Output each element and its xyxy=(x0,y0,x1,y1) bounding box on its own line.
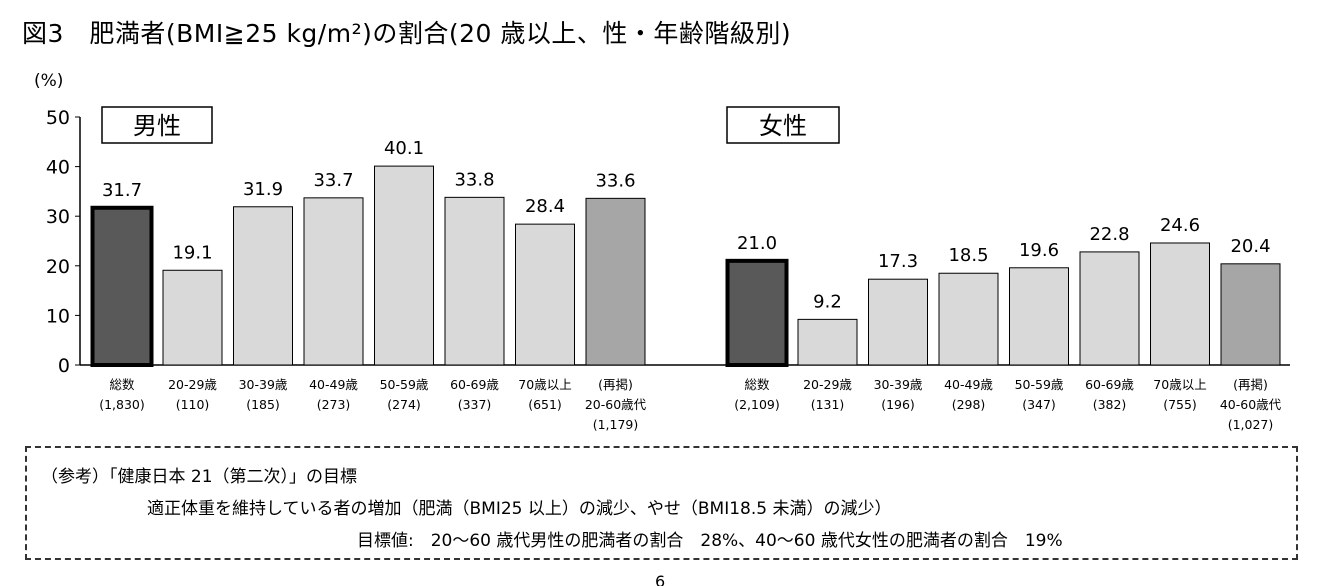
category-label: (382) xyxy=(1093,397,1127,412)
note-line-2: 適正体重を維持している者の増加（肥満（BMI25 以上）の減少、やせ（BMI18… xyxy=(147,499,892,519)
category-label: 20-60歳代 xyxy=(585,397,647,412)
category-label: 総数 xyxy=(109,377,135,392)
bar xyxy=(515,223,575,366)
note-line-3: 目標値: 20～60 歳代男性の肥満者の割合 28%、40～60 歳代女性の肥満… xyxy=(357,531,1063,551)
category-label: 50-59歳 xyxy=(380,377,429,392)
bar xyxy=(797,318,858,366)
bar xyxy=(868,278,928,366)
data-label: 33.8 xyxy=(454,169,494,190)
category-label: (1,179) xyxy=(593,417,639,432)
category-label: 30-39歳 xyxy=(874,377,923,392)
category-label: 30-39歳 xyxy=(239,377,288,392)
bar xyxy=(1220,263,1281,366)
category-label: 70歳以上 xyxy=(1153,377,1206,392)
reference-note-box: （参考）「健康日本 21（第二次）」の目標 適正体重を維持している者の増加（肥満… xyxy=(25,446,1298,560)
y-tick-label: 10 xyxy=(46,305,70,327)
data-label: 20.4 xyxy=(1230,236,1270,257)
bar xyxy=(374,165,434,366)
category-label: (273) xyxy=(317,397,351,412)
bar xyxy=(303,197,364,366)
bar xyxy=(233,206,293,366)
bar xyxy=(1079,251,1140,366)
bar xyxy=(585,197,646,366)
bar xyxy=(444,196,505,366)
category-label: 40-49歳 xyxy=(309,377,358,392)
bar xyxy=(725,258,789,367)
data-label: 22.8 xyxy=(1089,224,1129,245)
y-axis-label: (%) xyxy=(34,71,63,91)
category-label: 60-69歳 xyxy=(450,377,499,392)
category-label: (131) xyxy=(811,397,845,412)
category-label: (1,027) xyxy=(1228,417,1274,432)
bar xyxy=(938,272,999,366)
data-label: 19.1 xyxy=(172,242,212,263)
category-label: (再掲) xyxy=(598,377,633,392)
data-label: 28.4 xyxy=(525,196,565,217)
panel-label: 男性 xyxy=(133,112,181,140)
data-label: 19.6 xyxy=(1019,240,1059,261)
category-label: (1,830) xyxy=(99,397,145,412)
y-tick-label: 30 xyxy=(46,206,70,228)
chart-title: 図3 肥満者(BMI≧25 kg/m²)の割合(20 歳以上、性・年齢階級別) xyxy=(22,19,792,48)
y-tick-label: 0 xyxy=(58,355,70,377)
panel-label-box xyxy=(101,106,213,144)
bar-chart: (%) 0 10 20 30 40 50 男性 31.7 総数 (1,830) 19.1 20-29歳 (… xyxy=(34,71,1290,432)
category-label: 20-29歳 xyxy=(803,377,852,392)
category-label: (274) xyxy=(387,397,421,412)
bar xyxy=(1009,267,1069,366)
page-number: 6 xyxy=(655,572,666,586)
category-label: 60-69歳 xyxy=(1085,377,1134,392)
category-label: 40-49歳 xyxy=(944,377,993,392)
y-tick-label: 40 xyxy=(46,157,70,179)
note-line-1: （参考）「健康日本 21（第二次）」の目標 xyxy=(41,467,358,487)
y-tick-label: 20 xyxy=(46,256,70,278)
category-label: (110) xyxy=(176,397,210,412)
data-label: 33.6 xyxy=(595,170,635,191)
panel-label-box xyxy=(726,106,840,144)
bar xyxy=(162,269,223,366)
category-label: 総数 xyxy=(744,377,770,392)
data-label: 31.7 xyxy=(102,180,142,201)
data-label: 9.2 xyxy=(813,291,842,312)
category-label: (185) xyxy=(246,397,280,412)
category-label: 40-60歳代 xyxy=(1220,397,1282,412)
category-label: (347) xyxy=(1022,397,1056,412)
data-label: 40.1 xyxy=(384,138,424,159)
data-label: 31.9 xyxy=(243,179,283,200)
bar xyxy=(90,205,154,367)
category-label: (651) xyxy=(528,397,562,412)
data-label: 21.0 xyxy=(737,233,777,254)
data-label: 17.3 xyxy=(878,251,918,272)
category-label: (196) xyxy=(881,397,915,412)
y-tick-label: 50 xyxy=(46,107,70,129)
category-label: (298) xyxy=(952,397,986,412)
data-label: 24.6 xyxy=(1160,215,1200,236)
bar xyxy=(1150,242,1210,366)
category-label: (755) xyxy=(1163,397,1197,412)
category-label: (337) xyxy=(458,397,492,412)
category-label: (再掲) xyxy=(1233,377,1268,392)
category-label: (2,109) xyxy=(734,397,780,412)
panel-label: 女性 xyxy=(759,112,807,140)
data-label: 18.5 xyxy=(948,245,988,266)
data-label: 33.7 xyxy=(313,170,353,191)
category-label: 20-29歳 xyxy=(168,377,217,392)
category-label: 50-59歳 xyxy=(1015,377,1064,392)
category-label: 70歳以上 xyxy=(518,377,571,392)
